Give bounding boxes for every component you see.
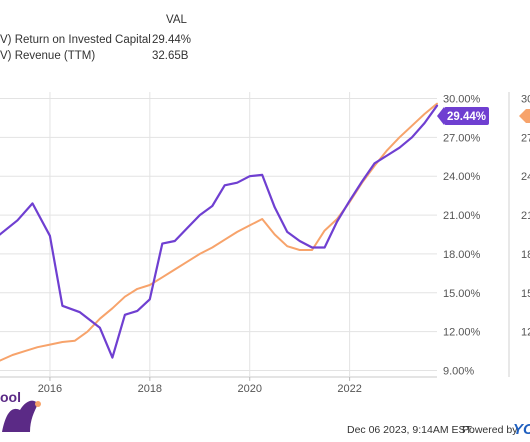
y-tick-label: 9.00%: [443, 366, 474, 378]
right-axis-tick-label: 15: [521, 288, 530, 300]
legend-label-roic[interactable]: V) Return on Invested Capital: [0, 34, 151, 46]
logo-text-fragment: ool: [0, 389, 21, 405]
y-tick-label: 24.00%: [443, 171, 481, 183]
jester-bell-icon: [35, 401, 41, 407]
legend-value-roic: 29.44%: [152, 34, 191, 46]
legend: VAL V) Return on Invested Capital 29.44%…: [0, 14, 191, 62]
current-value-pointer: [437, 107, 444, 125]
right-axis-ticks: 30 27 24 21 18 15 12: [521, 93, 530, 338]
footer-powered-by: Powered by: [462, 424, 518, 436]
legend-header: VAL: [166, 14, 187, 26]
footer-timestamp: Dec 06 2023, 9:14AM EST.: [347, 424, 474, 436]
series-line-revenue: [0, 102, 438, 362]
y-tick-label: 12.00%: [443, 327, 481, 339]
x-tick-label: 2020: [237, 383, 261, 395]
right-axis-tick-label: 21: [521, 210, 530, 222]
y-tick-label: 21.00%: [443, 210, 481, 222]
revenue-end-callout: [519, 109, 530, 123]
y-tick-label: 15.00%: [443, 288, 481, 300]
y-tick-label: 18.00%: [443, 249, 481, 261]
right-axis-tick-label: 18: [521, 249, 530, 261]
ycharts-logo[interactable]: YCH: [513, 421, 530, 438]
y-tick-label: 27.00%: [443, 132, 481, 144]
right-axis-tick-label: 27: [521, 132, 530, 144]
series-line-roic: [0, 104, 439, 359]
x-axis-ticks: 2016 2018 2020 2022: [38, 377, 362, 395]
jester-hat-icon: [2, 400, 38, 432]
grid: [0, 92, 437, 377]
ycharts-logo-text: YCH: [513, 421, 530, 438]
right-axis-tick-label: 24: [521, 171, 530, 183]
legend-value-revenue: 32.65B: [152, 50, 189, 62]
right-axis-tick-label: 12: [521, 327, 530, 339]
motley-fool-logo: ool: [0, 389, 41, 432]
legend-label-revenue[interactable]: V) Revenue (TTM): [0, 50, 95, 62]
revenue-end-marker: [519, 109, 530, 123]
current-value-label: 29.44%: [447, 111, 486, 123]
current-value-badge: [444, 107, 489, 125]
footer: ool Dec 06 2023, 9:14AM EST. Powered by …: [0, 389, 530, 438]
right-axis-panel: [509, 90, 530, 380]
y-axis-ticks: 9.00% 12.00% 15.00% 18.00% 21.00% 24.00% 27.00…: [443, 93, 481, 377]
current-value-callout: 29.44%: [437, 107, 489, 125]
series: [0, 102, 439, 362]
y-tick-label: 30.00%: [443, 93, 481, 105]
right-axis-tick-label: 30: [521, 93, 530, 105]
x-tick-label: 2022: [337, 383, 361, 395]
x-tick-label: 2016: [38, 383, 62, 395]
x-tick-label: 2018: [138, 383, 162, 395]
